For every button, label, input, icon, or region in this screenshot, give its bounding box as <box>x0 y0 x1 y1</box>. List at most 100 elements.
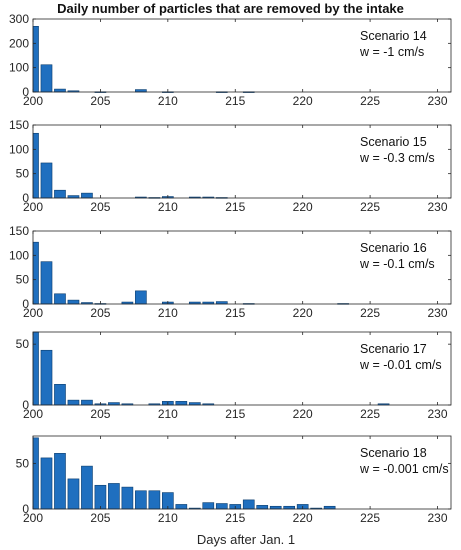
y-tick-label: 200 <box>9 36 29 50</box>
velocity-label: w = -0.01 cm/s <box>359 358 442 372</box>
x-tick-label: 205 <box>90 94 110 108</box>
panel-5-bar <box>108 483 120 510</box>
x-tick-label: 225 <box>360 511 380 525</box>
panel-3-frame <box>32 230 452 305</box>
panel-5-bar <box>256 505 269 510</box>
x-tick-label: 220 <box>293 511 313 525</box>
panel-5-bar <box>323 505 336 510</box>
x-tick-label: 205 <box>90 200 110 214</box>
panel-5-bar <box>283 505 296 510</box>
panel-4-bar <box>81 399 93 406</box>
velocity-label: w = -1 cm/s <box>359 45 424 59</box>
x-tick-label: 230 <box>428 94 448 108</box>
x-tick-label: 225 <box>360 407 380 421</box>
panel-5-bar <box>40 457 53 510</box>
scenario-label: Scenario 14 <box>360 29 427 43</box>
scenario-label: Scenario 18 <box>360 446 427 460</box>
panel-2-bar <box>54 189 66 199</box>
x-tick-label: 215 <box>225 306 245 320</box>
x-tick-label: 210 <box>158 306 178 320</box>
panel-5-bar <box>269 505 282 510</box>
panel-5-bar <box>202 502 215 510</box>
x-tick-label: 200 <box>23 200 43 214</box>
y-tick-label: 100 <box>9 248 29 262</box>
panel-1-bar <box>40 64 53 93</box>
panel-5-bar <box>94 484 107 510</box>
panel-1-bar <box>32 25 39 93</box>
panel-5-bar <box>148 490 161 510</box>
y-tick-label: 0 <box>22 398 29 412</box>
y-tick-label: 300 <box>9 12 29 26</box>
panel-2-background <box>33 125 451 198</box>
x-tick-label: 200 <box>23 306 43 320</box>
y-tick-label: 50 <box>16 456 30 470</box>
velocity-label: w = -0.1 cm/s <box>359 257 435 271</box>
x-tick-label: 225 <box>360 306 380 320</box>
panel-3-bar <box>32 241 39 305</box>
x-tick-label: 220 <box>293 407 313 421</box>
panel-3-bar <box>54 293 66 305</box>
x-tick-label: 210 <box>158 94 178 108</box>
x-tick-label: 230 <box>428 306 448 320</box>
y-tick-label: 50 <box>16 167 30 181</box>
panel-2-frame <box>32 124 452 199</box>
x-tick-label: 205 <box>90 511 110 525</box>
x-tick-label: 210 <box>158 407 178 421</box>
panel-4-bar <box>175 401 188 406</box>
x-tick-label: 215 <box>225 200 245 214</box>
panel-4-frame <box>32 331 452 406</box>
x-tick-label: 200 <box>23 511 43 525</box>
panel-5-frame <box>32 435 452 510</box>
panel-2-bar <box>32 132 39 199</box>
x-tick-label: 225 <box>360 94 380 108</box>
panel-1-frame <box>32 18 452 93</box>
panel-4-bar <box>54 384 66 406</box>
panel-5-bar <box>67 478 80 510</box>
panel-5-bar <box>32 437 39 510</box>
panel-4-bar <box>32 331 39 406</box>
y-tick-label: 50 <box>16 337 30 351</box>
y-tick-label: 0 <box>22 297 29 311</box>
panel-5-bar <box>121 486 134 510</box>
panel-5-bar <box>54 453 66 510</box>
panel-4-background <box>33 332 451 405</box>
panel-1-background <box>33 19 451 92</box>
y-tick-label: 0 <box>22 191 29 205</box>
y-tick-label: 100 <box>9 142 29 156</box>
panel-5-bar <box>81 465 93 510</box>
y-tick-label: 50 <box>16 273 30 287</box>
x-tick-label: 210 <box>158 200 178 214</box>
y-tick-label: 0 <box>22 85 29 99</box>
panel-3-bar <box>135 290 147 305</box>
scenario-label: Scenario 17 <box>360 342 427 356</box>
panel-3-bar <box>40 261 53 305</box>
chart-title: Daily number of particles that are remov… <box>57 1 404 16</box>
panel-4-bar <box>40 349 53 406</box>
x-tick-label: 200 <box>23 94 43 108</box>
x-axis-label: Days after Jan. 1 <box>197 532 295 547</box>
velocity-label: w = -0.3 cm/s <box>359 151 435 165</box>
panel-1-bar <box>54 88 66 93</box>
panel-3-bar <box>67 299 80 305</box>
x-tick-label: 215 <box>225 407 245 421</box>
x-tick-label: 230 <box>428 511 448 525</box>
x-tick-label: 200 <box>23 407 43 421</box>
x-tick-label: 225 <box>360 200 380 214</box>
scenario-label: Scenario 16 <box>360 241 427 255</box>
x-tick-label: 230 <box>428 407 448 421</box>
y-tick-label: 0 <box>22 502 29 516</box>
x-tick-label: 205 <box>90 306 110 320</box>
panel-5-bar <box>135 490 147 510</box>
x-tick-label: 215 <box>225 94 245 108</box>
panel-5-bar <box>242 499 255 510</box>
x-tick-label: 215 <box>225 511 245 525</box>
panel-5-bar <box>215 503 228 510</box>
panel-4-bar <box>67 399 80 406</box>
x-tick-label: 220 <box>293 306 313 320</box>
y-tick-label: 150 <box>9 118 29 132</box>
panel-2-bar <box>40 162 53 199</box>
panel-2-bar <box>81 192 93 199</box>
x-tick-label: 205 <box>90 407 110 421</box>
x-tick-label: 230 <box>428 200 448 214</box>
